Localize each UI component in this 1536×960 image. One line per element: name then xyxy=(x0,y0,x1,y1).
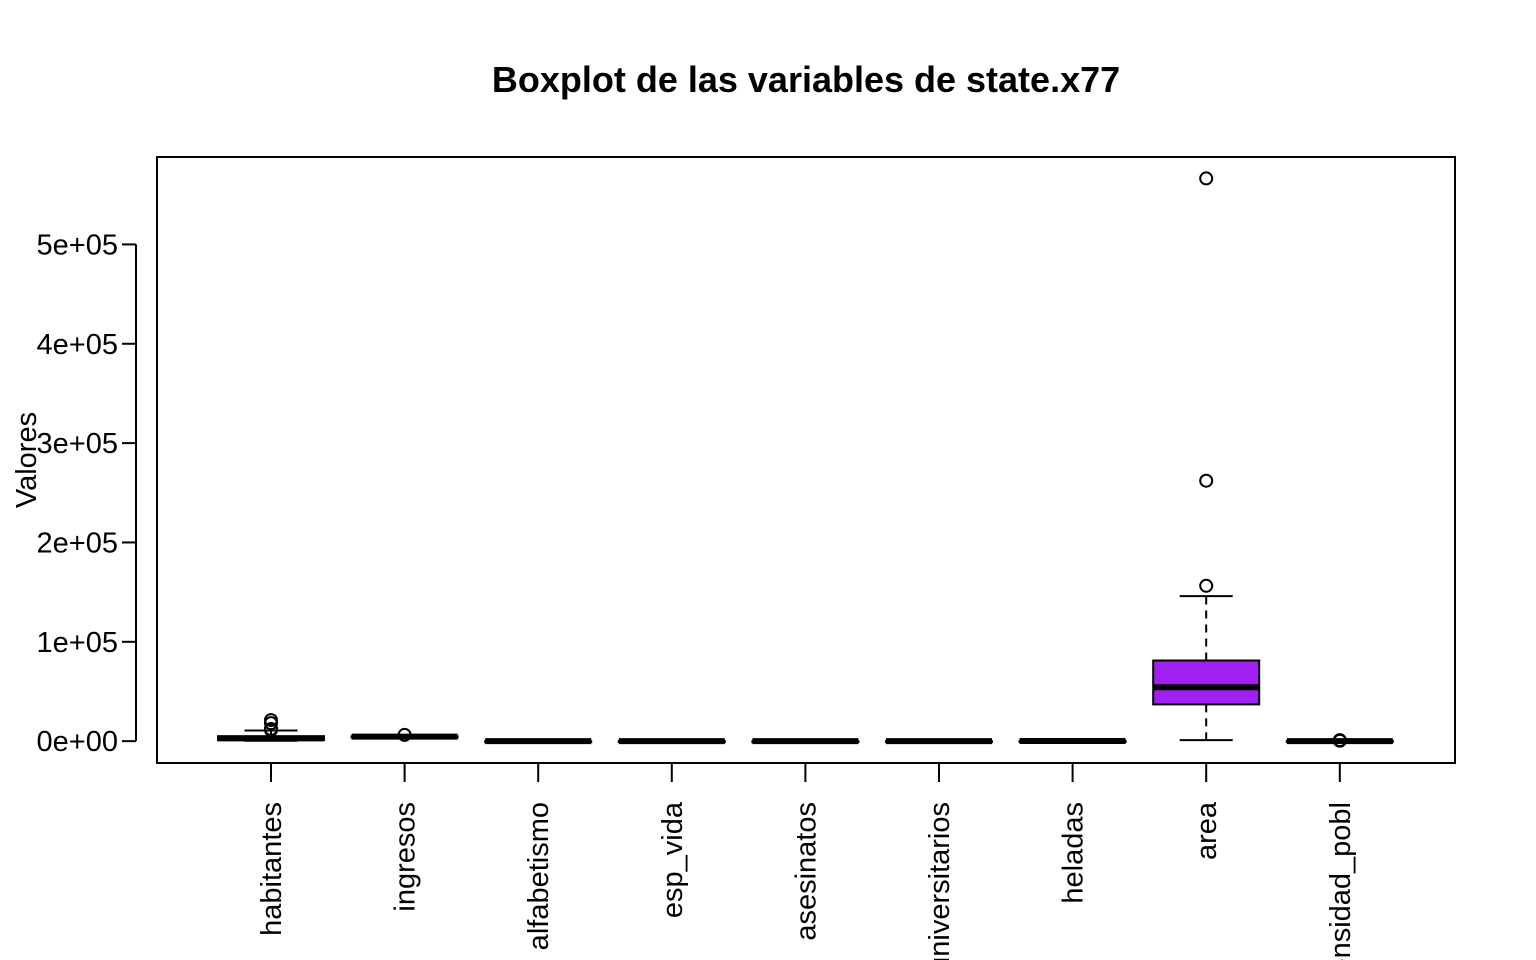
x-tick-label: asesinatos xyxy=(790,802,822,941)
box-asesinatos xyxy=(751,738,860,745)
y-tick-label: 2e+05 xyxy=(37,527,118,559)
box-ingresos xyxy=(350,727,459,742)
x-axis xyxy=(270,762,1341,782)
x-tick-label: esp_vida xyxy=(657,801,689,918)
box-area xyxy=(1152,171,1261,742)
y-tick-label: 0e+00 xyxy=(37,726,118,758)
outlier-point xyxy=(264,716,278,731)
outlier-point xyxy=(264,722,278,737)
x-tick-label: densidad_pobl xyxy=(1325,802,1357,960)
box-esp_vida xyxy=(617,738,726,745)
box-iqr xyxy=(1152,659,1261,706)
x-tick-label: ingresos xyxy=(390,802,422,912)
box-habitantes xyxy=(217,713,325,742)
y-axis: 0e+00 1e+05 2e+05 3e+05 4e+05 5e+05 xyxy=(37,229,137,758)
chart-title: Boxplot de las variables de state.x77 xyxy=(492,59,1120,100)
outlier-point xyxy=(397,727,412,742)
x-tick-label: heladas xyxy=(1058,802,1090,904)
x-tick-labels: habitantes ingresos alfabetismo esp_vida ase… xyxy=(256,801,1357,960)
box-universitarios xyxy=(885,738,993,745)
outlier-point xyxy=(1332,733,1347,748)
outlier-point xyxy=(1199,171,1214,186)
outlier-point xyxy=(1199,473,1214,488)
y-tick-label: 1e+05 xyxy=(37,627,118,659)
plot-frame xyxy=(156,156,1456,764)
y-tick-label: 5e+05 xyxy=(37,229,118,261)
box-densidad_pobl xyxy=(1285,733,1394,748)
outlier-point xyxy=(1199,578,1214,593)
y-tick-label: 4e+05 xyxy=(37,329,118,361)
boxes-layer xyxy=(217,171,1394,748)
y-axis-title: Valores xyxy=(11,412,43,508)
x-tick-label: alfabetismo xyxy=(523,802,555,950)
x-tick-label: universitarios xyxy=(924,802,956,960)
x-tick-label: area xyxy=(1191,801,1223,860)
box-alfabetismo xyxy=(484,738,593,745)
box-heladas xyxy=(1018,738,1127,745)
x-tick-label: habitantes xyxy=(256,802,288,936)
y-tick-label: 3e+05 xyxy=(37,428,118,460)
